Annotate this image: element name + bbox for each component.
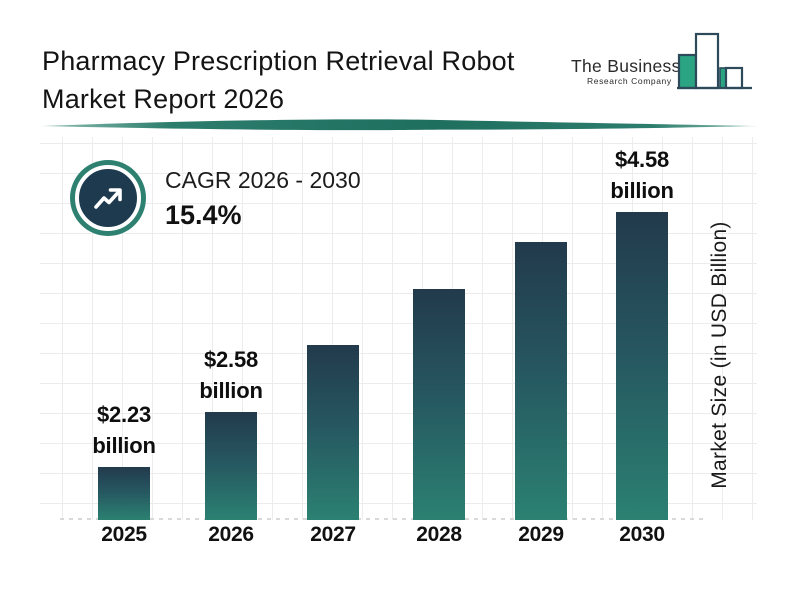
x-axis-year-2026: 2026 xyxy=(208,523,254,546)
cagr-badge xyxy=(70,160,146,236)
bar-value-label-2030: $4.58 billion xyxy=(610,147,674,203)
bar-2029 xyxy=(515,242,567,520)
trending-up-icon xyxy=(94,188,122,209)
x-axis-year-2029: 2029 xyxy=(518,523,564,546)
x-axis-year-2028: 2028 xyxy=(416,523,462,546)
cagr-badge-inner xyxy=(75,165,141,231)
bar-value-label-2025: $2.23 billion xyxy=(92,402,156,458)
cagr-period-label: CAGR 2026 - 2030 xyxy=(165,167,361,193)
bar-2028 xyxy=(413,289,465,520)
page-title: Pharmacy Prescription Retrieval Robot Ma… xyxy=(42,42,515,118)
x-axis-year-2027: 2027 xyxy=(310,523,356,546)
bar-value-label-2026: $2.58 billion xyxy=(199,347,263,403)
divider-swoosh xyxy=(42,119,758,131)
bar-2030 xyxy=(616,212,668,520)
bar-2027 xyxy=(307,345,359,520)
x-axis-year-2030: 2030 xyxy=(619,523,665,546)
page-title-line1: Pharmacy Prescription Retrieval Robot xyxy=(42,46,515,76)
cagr-text-block: CAGR 2026 - 2030 15.4% xyxy=(165,167,361,231)
bar-chart-logo-icon xyxy=(677,32,752,90)
company-logo: The Business Research Company xyxy=(565,30,765,108)
x-axis-dotted-baseline xyxy=(60,518,706,520)
y-axis-label: Market Size (in USD Billion) xyxy=(708,221,731,489)
cagr-value: 15.4% xyxy=(165,200,242,230)
bar-2026 xyxy=(205,412,257,520)
logo-name: The Business xyxy=(571,56,681,76)
page-title-line2: Market Report 2026 xyxy=(42,84,285,114)
bar-2025 xyxy=(98,467,150,520)
x-axis-year-2025: 2025 xyxy=(101,523,147,546)
logo-subname: Research Company xyxy=(587,76,672,86)
